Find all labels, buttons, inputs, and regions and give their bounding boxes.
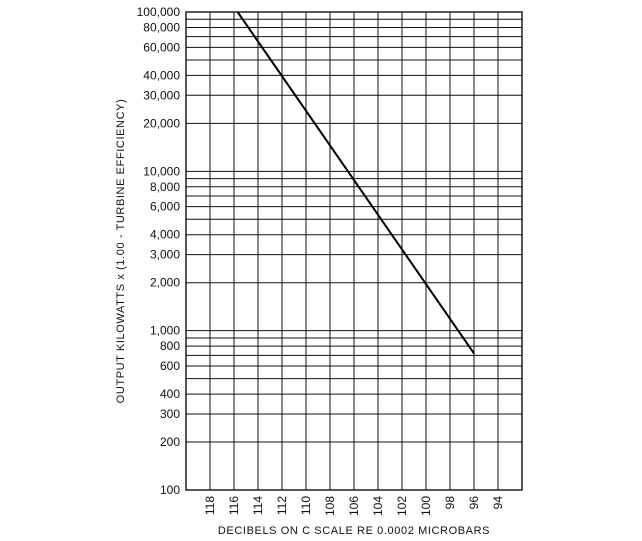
x-tick-label: 94 [491,496,505,510]
y-tick-label: 100,000 [137,5,181,19]
x-tick-label: 102 [395,496,409,516]
y-tick-label: 60,000 [143,40,180,54]
x-tick-label: 112 [275,496,289,515]
x-tick-label: 104 [371,496,385,516]
y-tick-label: 80,000 [143,20,180,34]
x-tick-label: 98 [443,496,457,510]
series [236,11,475,354]
y-tick-label: 40,000 [143,68,180,82]
y-tick-label: 10,000 [143,164,180,178]
y-tick-label: 200 [160,435,180,449]
x-tick-label: 108 [323,496,337,516]
y-tick-label: 100 [160,483,180,497]
x-tick-label: 100 [419,496,433,516]
y-tick-label: 800 [160,339,180,353]
x-tick-label: 110 [299,496,313,515]
grid [185,11,523,491]
x-tick-label: 114 [251,496,265,515]
x-tick-label: 118 [203,496,217,515]
y-tick-label: 3,000 [150,248,180,262]
y-tick-label: 4,000 [150,228,180,242]
y-tick-label: 20,000 [143,116,180,130]
x-tick-label: 116 [227,496,241,515]
y-tick-label: 30,000 [143,88,180,102]
y-axis-title: OUTPUT KILOWATTS x (1.00 - TURBINE EFFIC… [115,99,127,404]
plot-frame [185,11,523,491]
x-tick-label: 106 [347,496,361,516]
y-tick-label: 600 [160,359,180,373]
y-tick-label: 6,000 [150,200,180,214]
y-tick-label: 1,000 [150,324,180,338]
y-tick-label: 8,000 [150,180,180,194]
y-tick-label: 300 [160,407,180,421]
series-line [236,11,475,354]
y-tick-label: 400 [160,387,180,401]
x-axis-ticks: 118 116 114 112 110 108 106 104 102 100 98 96 94 [203,496,505,516]
x-axis-title: DECIBELS ON C SCALE RE 0.0002 MICROBARS [218,525,490,537]
x-tick-label: 96 [467,496,481,510]
y-tick-label: 2,000 [150,276,180,290]
